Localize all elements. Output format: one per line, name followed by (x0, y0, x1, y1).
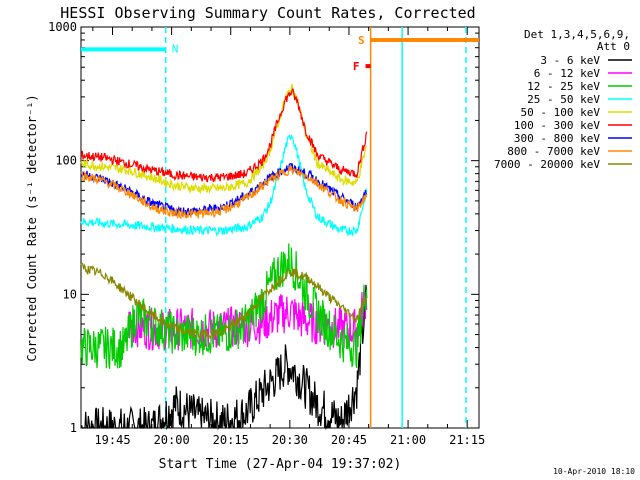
x-tick-label: 19:45 (94, 433, 130, 447)
x-tick-label: 20:00 (154, 433, 190, 447)
series-line-7 (80, 163, 368, 220)
legend-label: 50 - 100 keV (521, 106, 601, 119)
x-tick-label: 21:15 (449, 433, 485, 447)
series-line-5 (80, 87, 368, 183)
x-axis-label: Start Time (27-Apr-04 19:37:02) (159, 457, 402, 472)
x-tick-label: 21:00 (390, 433, 426, 447)
y-tick-label: 100 (55, 154, 77, 168)
period-flag-saa: S (358, 34, 365, 47)
legend-label: 3 - 6 keV (540, 54, 600, 67)
series-line-2 (80, 243, 368, 369)
series-line-3 (80, 133, 368, 238)
legend-label: 100 - 300 keV (514, 119, 600, 132)
period-flag-flare: F (353, 60, 360, 73)
legend-label: 7000 - 20000 keV (494, 158, 600, 171)
series-line-4 (80, 83, 368, 195)
series-line-0 (80, 284, 368, 431)
legend-label: 300 - 800 keV (514, 132, 600, 145)
legend-label: 12 - 25 keV (527, 80, 600, 93)
legend-header-line-2: Att 0 (597, 40, 630, 53)
legend-header-line-1: Det 1,3,4,5,6,9, (524, 28, 630, 41)
y-tick-label: 10 (63, 287, 77, 301)
legend-label: 6 - 12 keV (534, 67, 601, 80)
x-tick-label: 20:15 (213, 433, 249, 447)
legend-label: 25 - 50 keV (527, 93, 600, 106)
legend-label: 800 - 7000 keV (507, 145, 600, 158)
axes: 19:45 20:00 20:15 20:30 20:45 21:00 21:15 1 10 10… (48, 20, 485, 447)
y-tick-label: 1000 (48, 20, 77, 34)
y-axis-label: Corrected Count Rate (s⁻¹ detector⁻¹) (25, 94, 39, 361)
data-series (80, 83, 368, 431)
y-tick-label: 1 (70, 421, 77, 435)
plot-frame (80, 26, 480, 429)
plot-timestamp: 10-Apr-2010 18:10 (553, 467, 635, 476)
chart-title: HESSI Observing Summary Count Rates, Cor… (60, 4, 475, 22)
series-line-8 (80, 262, 368, 340)
x-tick-label: 20:30 (272, 433, 308, 447)
x-tick-label: 20:45 (331, 433, 367, 447)
period-flag-night: N (172, 42, 179, 55)
